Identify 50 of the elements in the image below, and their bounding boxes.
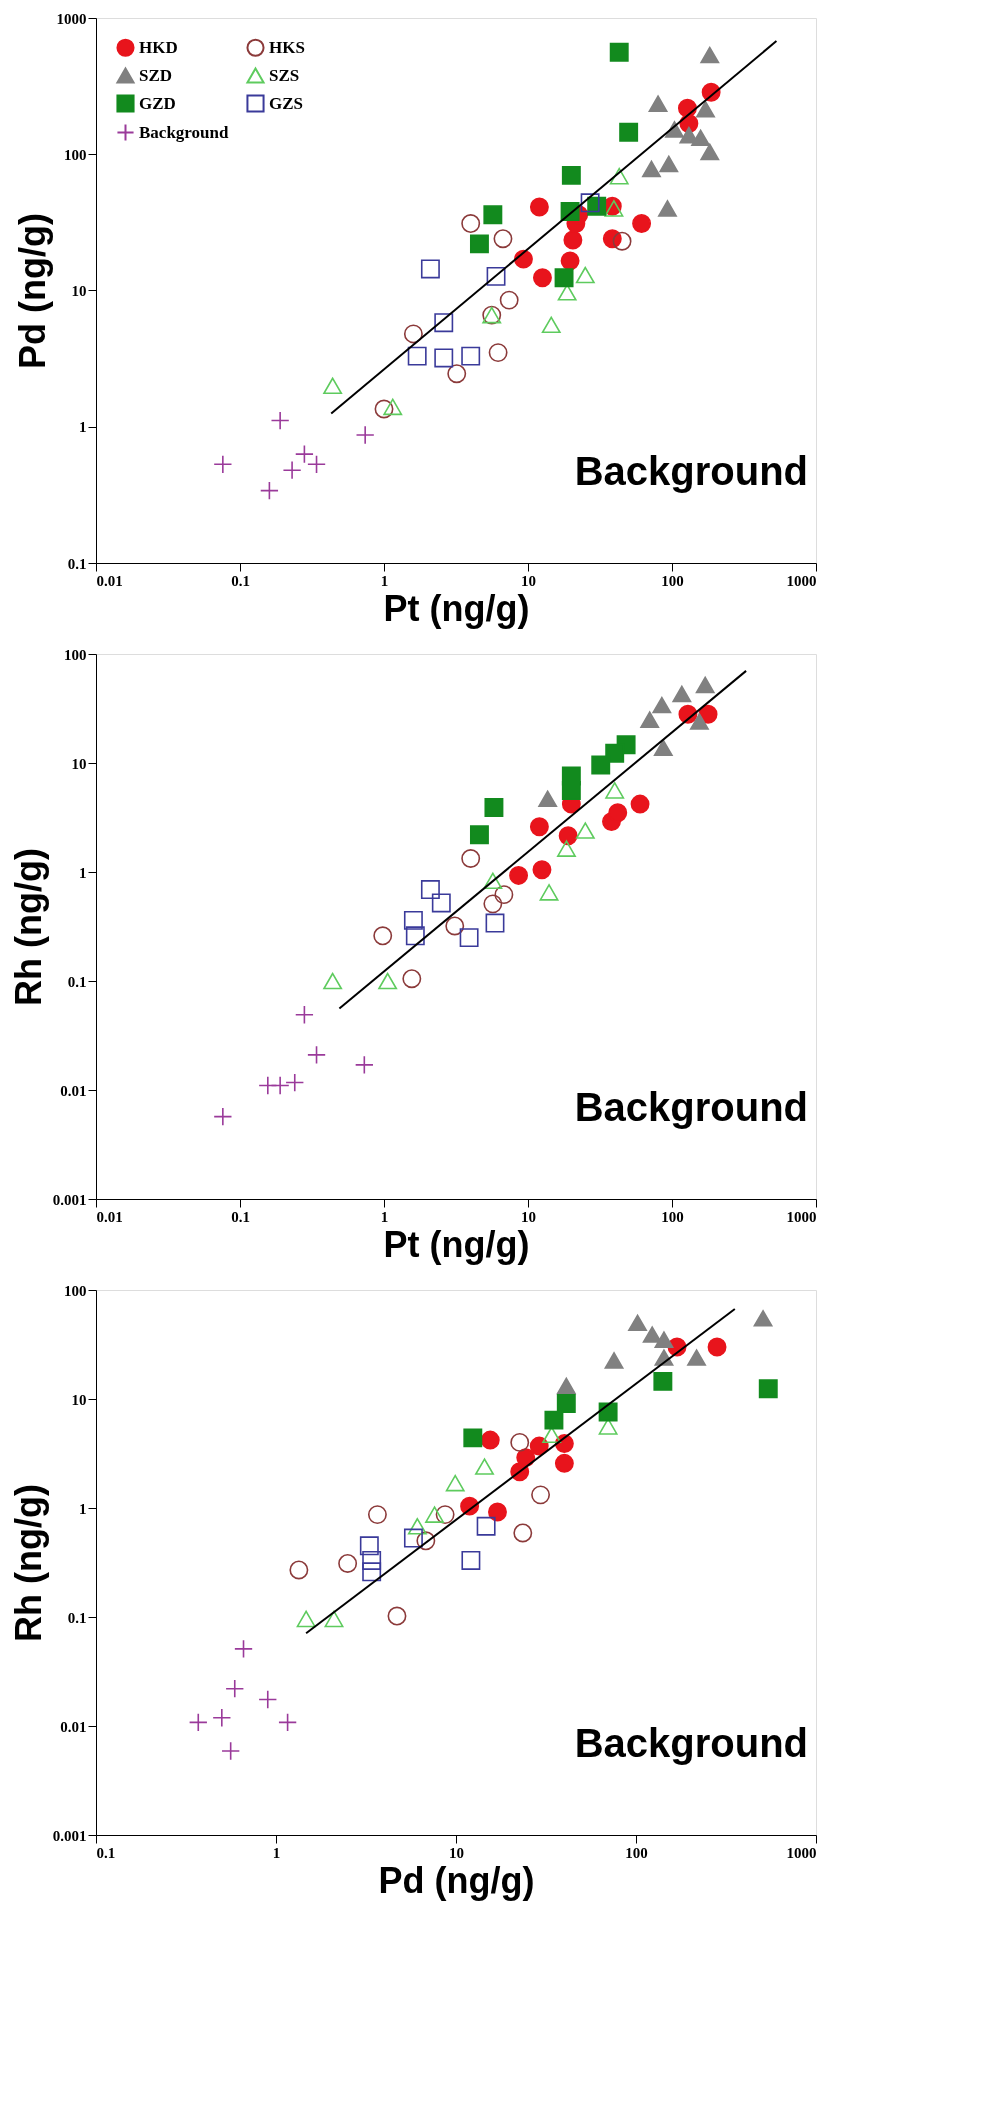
y-tick-label: 1 <box>79 1500 87 1517</box>
x-tick-label: 0.1 <box>231 572 250 589</box>
x-tick-label: 100 <box>661 572 684 589</box>
legend-label: SZD <box>139 65 173 85</box>
y-tick-label: 1 <box>79 419 87 436</box>
y-tick-label: 100 <box>64 1282 87 1299</box>
x-tick-label: 100 <box>661 1208 684 1225</box>
y-tick-label: 0.1 <box>67 555 87 572</box>
y-tick-label: 0.01 <box>60 1082 87 1099</box>
y-tick-label: 0.001 <box>52 1191 87 1208</box>
x-tick-label: 0.01 <box>96 1208 123 1225</box>
x-tick-label: 1000 <box>786 572 817 589</box>
x-tick-label: 1 <box>380 1208 389 1225</box>
x-axis-title: Pt (ng/g) <box>383 1223 530 1265</box>
legend-label: Background <box>139 122 229 142</box>
x-tick-label: 10 <box>521 1208 536 1225</box>
legend-label: HKD <box>139 37 178 57</box>
y-axis-title: Pd (ng/g) <box>11 213 53 369</box>
y-tick-label: 0.1 <box>67 1609 87 1626</box>
x-tick-label: 1 <box>380 572 389 589</box>
y-tick-label: 10 <box>71 283 87 299</box>
x-tick-label: 0.1 <box>96 1844 116 1861</box>
x-axis-title: Pd (ng/g) <box>378 1859 535 1901</box>
y-tick-label: 0.001 <box>52 1827 87 1844</box>
legend-label: GZS <box>269 93 304 113</box>
x-tick-label: 1000 <box>786 1208 817 1225</box>
y-tick-label: 100 <box>64 146 87 163</box>
x-tick-label: 1 <box>272 1844 281 1861</box>
legend-label: GZD <box>139 93 176 113</box>
legend-label: SZS <box>269 65 300 85</box>
y-tick-label: 10 <box>71 755 87 772</box>
y-tick-label: 1000 <box>56 10 87 27</box>
x-tick-label: 10 <box>449 1844 464 1861</box>
annotation: Background <box>574 1721 808 1765</box>
x-tick-label: 0.01 <box>96 572 123 589</box>
x-axis-title: Pt (ng/g) <box>383 587 530 629</box>
y-tick-label: 0.01 <box>60 1718 87 1735</box>
annotation: Background <box>574 449 808 493</box>
x-tick-label: 10 <box>521 572 536 589</box>
y-tick-label: 100 <box>64 646 87 663</box>
y-tick-label: 0.1 <box>67 973 87 990</box>
x-tick-label: 100 <box>625 1844 648 1861</box>
legend-label: HKS <box>269 37 305 57</box>
x-tick-label: 1000 <box>786 1844 817 1861</box>
y-tick-label: 1 <box>79 864 87 881</box>
annotation: Background <box>574 1085 808 1129</box>
x-tick-label: 0.1 <box>231 1208 250 1225</box>
y-axis-title: Rh (ng/g) <box>7 1484 49 1642</box>
y-axis-title: Rh (ng/g) <box>7 848 49 1006</box>
y-tick-label: 10 <box>71 1391 87 1408</box>
